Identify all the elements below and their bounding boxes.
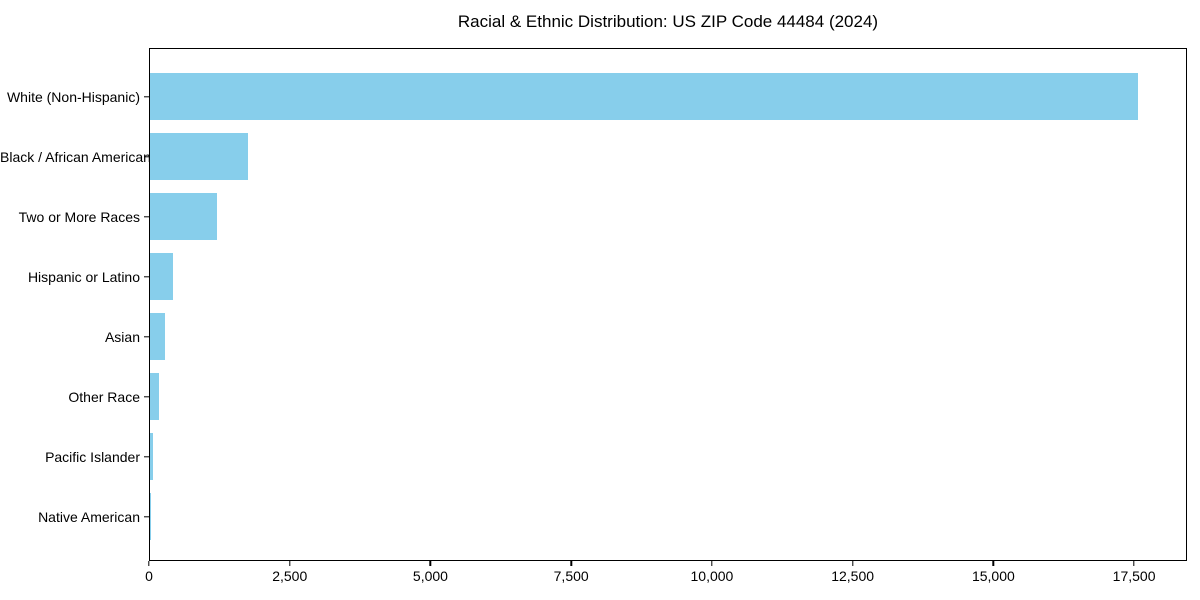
x-tick-mark <box>429 561 432 566</box>
y-tick-mark <box>144 95 149 98</box>
x-tick-mark <box>570 561 572 566</box>
bar <box>150 193 217 240</box>
y-tick-mark <box>144 155 149 158</box>
y-tick-label: White (Non-Hispanic) <box>6 88 140 105</box>
x-tick-label: 17,500 <box>1112 568 1156 584</box>
bar <box>150 253 174 300</box>
y-tick-label: Native American <box>38 508 140 525</box>
x-tick-label: 12,500 <box>831 568 875 584</box>
plot-area <box>149 48 1187 561</box>
x-tick-label: 15,000 <box>971 568 1015 584</box>
y-tick-mark <box>144 455 149 458</box>
bar <box>150 73 1139 120</box>
x-tick-label: 0 <box>145 568 153 584</box>
y-tick-mark <box>144 215 149 218</box>
bar <box>150 133 248 180</box>
y-tick-mark <box>144 515 149 518</box>
bar <box>150 493 151 540</box>
x-tick-label: 2,500 <box>272 568 308 584</box>
y-tick-label: Two or More Races <box>18 208 140 225</box>
x-tick-mark <box>289 561 291 566</box>
bar <box>150 433 153 480</box>
y-tick-label: Asian <box>104 328 140 345</box>
x-tick-label: 10,000 <box>690 568 734 584</box>
x-tick-label: 7,500 <box>553 568 589 584</box>
x-tick-mark <box>148 561 150 566</box>
y-tick-mark <box>144 335 149 338</box>
y-tick-mark <box>144 275 149 278</box>
chart-title: Racial & Ethnic Distribution: US ZIP Cod… <box>457 12 879 31</box>
bar <box>150 313 165 360</box>
y-tick-label: Black / African American <box>0 148 151 165</box>
x-tick-mark <box>851 561 854 566</box>
y-tick-label: Pacific Islander <box>45 448 140 465</box>
y-tick-label: Other Race <box>68 388 140 405</box>
x-tick-mark <box>711 561 713 566</box>
y-tick-label: Hispanic or Latino <box>27 268 140 285</box>
y-tick-mark <box>144 395 149 398</box>
bar <box>150 373 159 420</box>
x-tick-mark <box>1133 561 1135 566</box>
x-tick-mark <box>992 561 995 566</box>
x-tick-label: 5,000 <box>412 568 448 584</box>
